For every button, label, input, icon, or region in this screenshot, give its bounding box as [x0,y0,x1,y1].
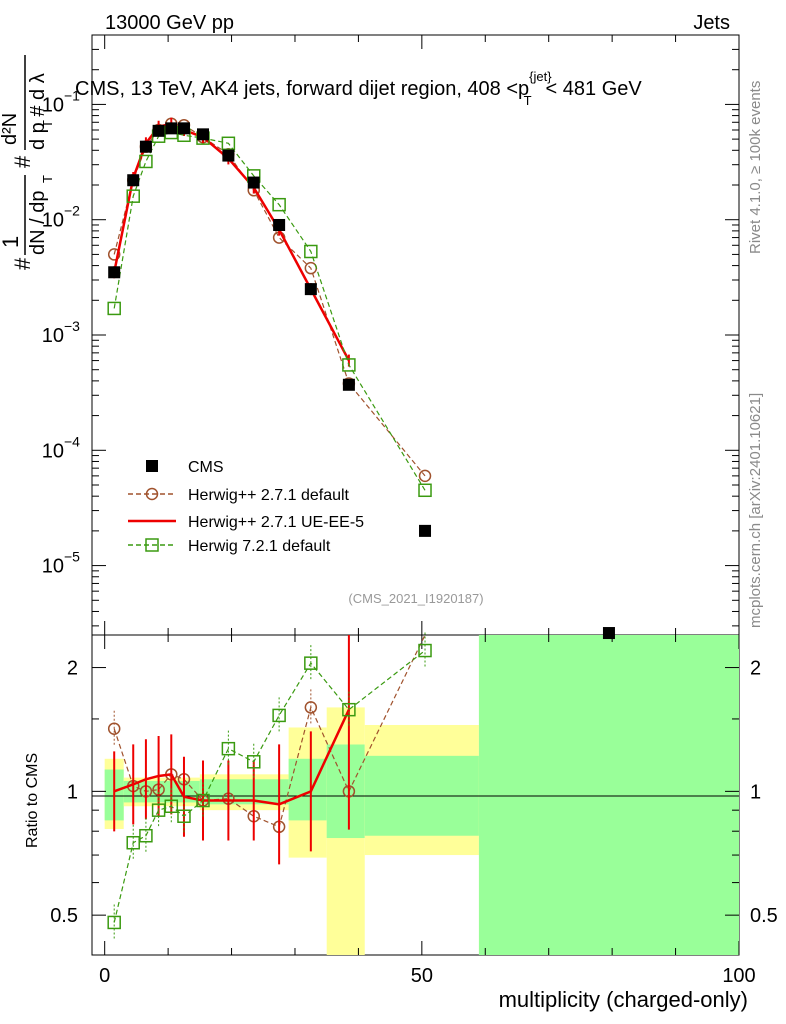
ytick-exp--3: −3 [64,318,80,334]
ratio-ylabel: Ratio to CMS [24,753,41,848]
rivet-label: Rivet 4.1.0, ≥ 100k events [747,81,764,254]
rtick-label-left-1: 1 [67,781,78,803]
main-series-group [107,117,615,640]
cms-point [165,122,178,135]
main-point-herwig7 [221,136,236,151]
ytick-label--4: 10 [42,440,64,462]
title-tail: < 481 GeV [546,78,643,100]
main-line-0 [113,123,426,477]
ytick-label--5: 10 [42,556,64,578]
cms-point [197,128,210,141]
rtick-label-left-0.5: 0.5 [50,905,78,927]
legend-cms-marker [146,460,158,472]
main-ylabel-text: # [10,257,35,270]
ratio-point-herwig7 [247,755,261,769]
title-main: CMS, 13 TeV, AK4 jets, forward dijet reg… [75,78,529,100]
rtick-label-right-1: 1 [750,781,761,803]
band-green-6 [478,635,739,955]
main-ylabel-frac-bottom: dN / dp [27,191,49,255]
legend-herwigpp-label: Herwig++ 2.7.1 default [188,487,350,504]
ratio-point-herwig7 [107,915,121,930]
xtick-label-50: 50 [411,965,433,987]
ratio-point-herwigpp [304,701,318,714]
cms-point [139,140,152,153]
cms-point [342,378,355,391]
ratio-uncertainty-bands [104,635,739,955]
ytick-exp--2: −2 [64,203,80,219]
main-ylabel-num: d²N [0,113,21,145]
ytick-label--1: 10 [42,94,64,116]
mcplots-label: mcplots.cern.ch [arXiv:2401.10621] [747,393,764,628]
band-green-4 [326,744,365,839]
ytick-exp--1: −1 [64,87,80,103]
main-ylabel: # 1 dN / dp T # d²N d p # d λ T [0,55,55,270]
cms-point [152,124,165,137]
header-right: Jets [693,12,730,34]
legend-herwig7-marker [145,538,159,552]
ratio-point-herwig7 [126,835,140,850]
ratio-point-herwig7 [177,809,191,823]
ytick-exp--4: −4 [64,433,80,449]
title-sub: T [524,93,532,108]
ratio-point-herwig7 [221,741,236,756]
ratio-point-herwig7 [342,702,356,717]
cms-point [304,283,317,296]
main-point-herwig7 [272,197,286,212]
xtick-label-100: 100 [722,965,755,987]
xtick-label-0: 0 [99,965,110,987]
main-line-2 [113,131,426,491]
header-left: 13000 GeV pp [105,12,234,34]
rtick-label-right-2: 2 [750,658,761,680]
ratio-point-herwig7 [304,656,318,670]
ratio-point-herwigpp [107,722,121,735]
main-point-herwigpp [107,248,121,261]
ratio-point-herwig7 [164,799,179,813]
ratio-point-herwig7 [139,828,153,843]
ratio-series-group [107,632,432,941]
legend-ueee5-label: Herwig++ 2.7.1 UE-EE-5 [188,514,364,531]
ratio-point-herwig7 [196,793,210,808]
cms-point [273,218,286,231]
cms-point [247,176,260,189]
main-ylabel-den-sub: T [40,120,55,128]
main-point-herwigpp [418,469,432,483]
cms-point [177,122,190,135]
main-point-herwig7 [304,244,318,259]
main-ylabel-den: d p # d λ [27,73,49,150]
legend-herwigpp-marker [145,487,159,501]
cms-point [602,627,615,640]
rtick-label-right-0.5: 0.5 [750,905,778,927]
cms-point [127,174,140,187]
main-point-herwig7 [107,301,121,316]
ytick-label--3: 10 [42,325,64,347]
legend-cms-label: CMS [188,459,224,476]
plot-title: CMS, 13 TeV, AK4 jets, forward dijet reg… [75,69,642,108]
main-point-herwig7 [418,483,432,498]
main-point-herwig7 [342,358,356,372]
cms-point [108,266,121,279]
legend-herwig7-label: Herwig 7.2.1 default [188,538,331,555]
main-ylabel-sub-t: T [40,175,55,183]
analysis-id: (CMS_2021_I1920187) [348,591,483,606]
ratio-point-herwig7 [272,708,286,723]
legend: CMS Herwig++ 2.7.1 default Herwig++ 2.7.… [128,459,364,555]
title-sup: {jet} [529,69,552,84]
main-ylabel-hash: # [10,155,35,168]
ytick-label--2: 10 [42,210,64,232]
rtick-label-left-2: 2 [67,658,78,680]
main-point-herwig7 [139,154,153,169]
ytick-exp--5: −5 [64,549,80,565]
x-axis-label: multiplicity (charged-only) [499,987,748,1012]
cms-point [222,149,235,162]
main-point-herwig7 [126,189,140,203]
ratio-point-herwig7 [418,643,432,658]
cms-point [419,524,432,537]
main-ylabel-frac-top: 1 [0,236,23,248]
ratio-line-1 [113,709,351,806]
